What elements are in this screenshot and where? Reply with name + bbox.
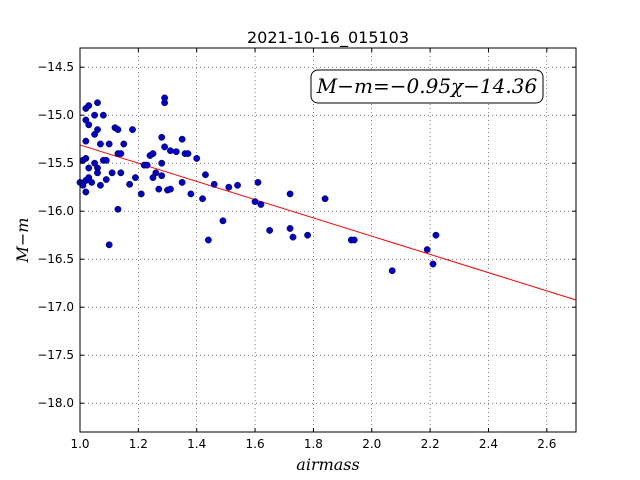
data-point xyxy=(304,231,311,239)
data-point xyxy=(102,176,110,183)
data-point xyxy=(204,236,212,244)
data-point xyxy=(234,181,241,189)
data-point xyxy=(187,190,195,198)
data-point xyxy=(132,174,139,182)
data-point xyxy=(286,225,294,232)
x-tick-label: 2.6 xyxy=(537,437,556,451)
data-point xyxy=(102,156,110,164)
data-point xyxy=(210,180,218,188)
annotation-box xyxy=(310,69,544,104)
y-axis-ticks: −14.5 −15.0 −15.5 −16.0 −16.5 −17.0 −17.5 −18.0 xyxy=(37,60,576,410)
data-point xyxy=(193,154,201,162)
x-tick-label: 2.4 xyxy=(479,437,498,451)
data-point xyxy=(117,150,125,158)
data-point xyxy=(99,111,107,119)
x-axis-ticks: 1.0 1.2 1.4 1.6 1.8 2.0 2.2 2.4 2.6 xyxy=(70,48,556,451)
data-point xyxy=(97,181,104,189)
data-point xyxy=(94,99,101,107)
x-tick-label: 1.0 xyxy=(70,437,89,451)
data-point xyxy=(149,150,157,158)
data-point xyxy=(286,190,294,198)
data-point xyxy=(432,231,440,239)
y-tick-label: −17.0 xyxy=(37,300,74,314)
data-point xyxy=(155,185,163,193)
y-tick-label: −17.5 xyxy=(37,348,74,362)
fit-line xyxy=(79,144,577,301)
data-point xyxy=(178,135,186,143)
data-point xyxy=(257,201,265,208)
x-tick-label: 2.0 xyxy=(362,437,381,451)
data-point xyxy=(423,246,431,254)
data-point xyxy=(266,226,274,234)
data-point xyxy=(85,102,93,110)
data-point xyxy=(202,171,209,179)
data-point xyxy=(321,195,329,203)
data-point xyxy=(167,185,174,193)
x-tick-label: 1.6 xyxy=(246,437,265,451)
x-tick-label: 1.8 xyxy=(304,437,323,451)
data-point xyxy=(184,150,192,158)
data-point xyxy=(94,169,101,177)
data-point xyxy=(289,233,297,241)
y-tick-label: −15.5 xyxy=(37,156,74,170)
fit-annotation: M−m=−0.95χ−14.36 xyxy=(310,69,544,104)
x-tick-label: 2.2 xyxy=(421,437,440,451)
data-point xyxy=(350,236,358,244)
data-point xyxy=(114,126,122,134)
data-point xyxy=(167,147,174,155)
plot-area xyxy=(80,48,576,432)
data-point xyxy=(88,178,96,186)
data-point xyxy=(158,159,166,167)
data-point xyxy=(82,154,90,162)
data-point xyxy=(117,169,125,177)
y-tick-label: −15.0 xyxy=(37,108,74,122)
data-point xyxy=(251,198,259,206)
data-point xyxy=(105,140,113,148)
data-point xyxy=(91,111,98,119)
fit-line-group xyxy=(79,144,577,301)
data-point xyxy=(85,164,93,172)
data-point xyxy=(254,178,262,186)
x-axis-label: airmass xyxy=(296,455,359,474)
data-point xyxy=(158,172,166,180)
data-point xyxy=(388,267,396,275)
data-point xyxy=(158,133,166,141)
y-tick-label: −16.0 xyxy=(37,204,74,218)
data-point xyxy=(85,121,93,129)
data-point xyxy=(126,180,134,188)
y-tick-label: −18.0 xyxy=(37,396,74,410)
data-point xyxy=(199,195,206,203)
data-point xyxy=(129,126,136,134)
data-point xyxy=(82,188,90,196)
x-tick-label: 1.4 xyxy=(187,437,206,451)
data-point xyxy=(161,94,169,102)
y-tick-label: −16.5 xyxy=(37,252,74,266)
data-point xyxy=(161,143,169,151)
data-point xyxy=(429,260,437,268)
data-point xyxy=(108,169,116,177)
x-tick-label: 1.2 xyxy=(129,437,148,451)
fit-equation-label: M−m=−0.95χ−14.36 xyxy=(316,74,538,98)
data-point xyxy=(82,137,90,145)
data-point xyxy=(120,140,128,148)
data-point xyxy=(143,161,151,169)
data-point xyxy=(178,178,186,186)
data-point xyxy=(79,181,87,189)
grid xyxy=(79,48,576,432)
plot-frame xyxy=(79,47,577,433)
data-point xyxy=(105,241,113,249)
data-point xyxy=(219,217,227,225)
data-point xyxy=(114,205,122,213)
data-point xyxy=(137,190,145,198)
y-axis-label: M−m xyxy=(13,218,32,264)
data-point xyxy=(172,148,180,156)
data-point xyxy=(97,140,104,148)
data-point xyxy=(225,183,233,191)
y-tick-label: −14.5 xyxy=(37,60,74,74)
data-points xyxy=(76,94,440,275)
data-point xyxy=(152,169,160,177)
data-point xyxy=(94,126,101,134)
chart-title: 2021-10-16_015103 xyxy=(247,28,409,48)
